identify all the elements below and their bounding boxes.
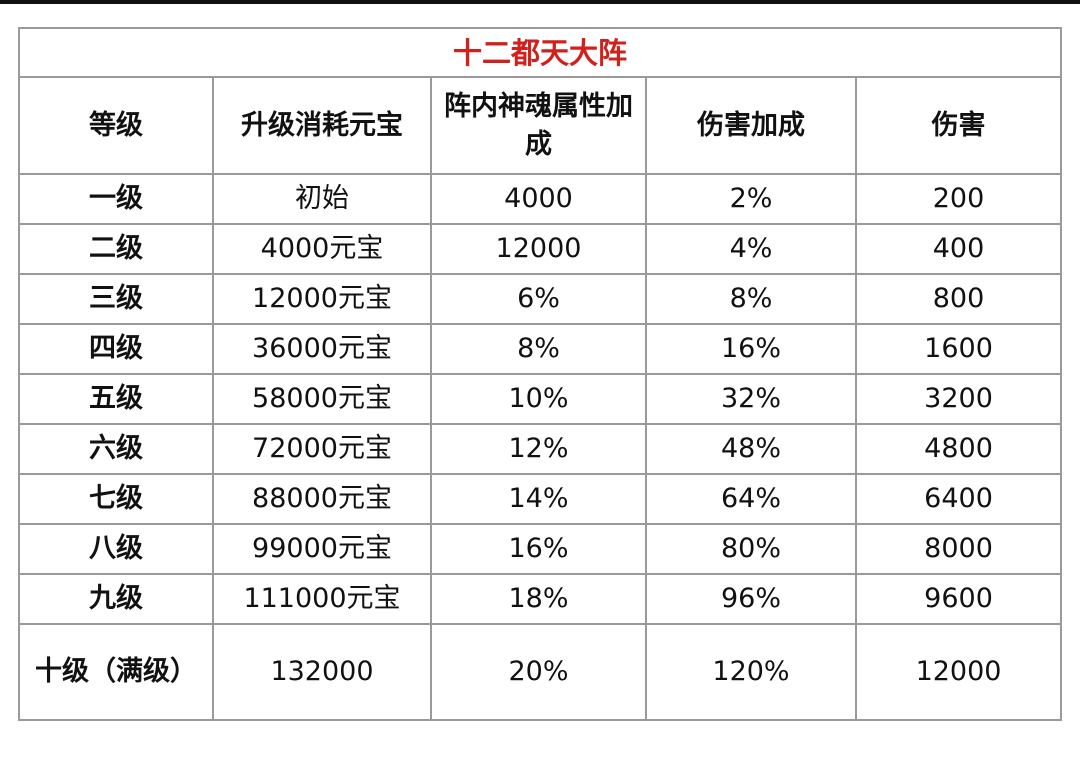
data-cell: 120% xyxy=(645,623,857,721)
data-cell: 48% xyxy=(645,423,857,475)
data-cell: 32% xyxy=(645,373,857,425)
data-cell: 96% xyxy=(645,573,857,625)
data-cell: 80% xyxy=(645,523,857,575)
data-cell: 4000 xyxy=(430,173,647,225)
data-cell: 4000元宝 xyxy=(212,223,432,275)
data-cell: 10% xyxy=(430,373,647,425)
level-cell: 四级 xyxy=(18,323,214,375)
data-cell: 8000 xyxy=(854,523,1063,575)
level-cell: 三级 xyxy=(18,273,214,325)
level-cell: 九级 xyxy=(18,573,214,625)
data-cell: 132000 xyxy=(212,623,432,721)
data-cell: 400 xyxy=(854,223,1063,275)
data-row: 三级 12000元宝 6% 8% 800 xyxy=(18,273,1063,325)
data-cell: 8% xyxy=(645,273,857,325)
data-cell: 3200 xyxy=(854,373,1063,425)
data-cell: 2% xyxy=(645,173,857,225)
data-cell: 14% xyxy=(430,473,647,525)
data-cell: 18% xyxy=(430,573,647,625)
level-cell: 七级 xyxy=(18,473,214,525)
level-cell: 十级（满级） xyxy=(18,623,214,721)
level-cell: 一级 xyxy=(18,173,214,225)
header-cell: 等级 xyxy=(18,76,214,175)
data-cell: 99000元宝 xyxy=(212,523,432,575)
top-bar xyxy=(0,0,1080,4)
title-row: 十二都天大阵 xyxy=(17,27,1063,78)
header-row: 等级 升级消耗元宝 阵内神魂属性加成 伤害加成 伤害 xyxy=(18,76,1063,175)
data-cell: 72000元宝 xyxy=(212,423,432,475)
data-cell: 36000元宝 xyxy=(212,323,432,375)
data-cell: 16% xyxy=(645,323,857,375)
data-row: 七级 88000元宝 14% 64% 6400 xyxy=(18,473,1063,525)
level-cell: 八级 xyxy=(18,523,214,575)
header-cell: 伤害 xyxy=(854,76,1063,175)
data-cell: 12000元宝 xyxy=(212,273,432,325)
data-cell: 8% xyxy=(430,323,647,375)
data-cell: 88000元宝 xyxy=(212,473,432,525)
data-row: 六级 72000元宝 12% 48% 4800 xyxy=(18,423,1063,475)
data-cell: 111000元宝 xyxy=(212,573,432,625)
data-cell: 6% xyxy=(430,273,647,325)
data-cell: 1600 xyxy=(854,323,1063,375)
header-cell: 伤害加成 xyxy=(645,76,857,175)
data-row: 二级 4000元宝 12000 4% 400 xyxy=(18,223,1063,275)
data-cell: 6400 xyxy=(854,473,1063,525)
header-cell: 阵内神魂属性加成 xyxy=(430,76,647,175)
data-cell: 初始 xyxy=(212,173,432,225)
data-cell: 58000元宝 xyxy=(212,373,432,425)
data-cell: 12000 xyxy=(430,223,647,275)
data-row: 十级（满级） 132000 20% 120% 12000 xyxy=(18,623,1063,721)
data-row: 一级 初始 4000 2% 200 xyxy=(18,173,1063,225)
data-row: 九级 111000元宝 18% 96% 9600 xyxy=(18,573,1063,625)
upgrade-table: 十二都天大阵 等级 升级消耗元宝 阵内神魂属性加成 伤害加成 伤害 一级 初始 4000 2% 20… xyxy=(17,27,1063,721)
data-cell: 4800 xyxy=(854,423,1063,475)
data-row: 五级 58000元宝 10% 32% 3200 xyxy=(18,373,1063,425)
data-row: 八级 99000元宝 16% 80% 8000 xyxy=(18,523,1063,575)
data-cell: 9600 xyxy=(854,573,1063,625)
data-cell: 12% xyxy=(430,423,647,475)
data-cell: 200 xyxy=(854,173,1063,225)
data-cell: 12000 xyxy=(854,623,1063,721)
data-cell: 800 xyxy=(854,273,1063,325)
level-cell: 六级 xyxy=(18,423,214,475)
data-cell: 20% xyxy=(430,623,647,721)
data-cell: 64% xyxy=(645,473,857,525)
level-cell: 二级 xyxy=(18,223,214,275)
data-cell: 16% xyxy=(430,523,647,575)
level-cell: 五级 xyxy=(18,373,214,425)
data-row: 四级 36000元宝 8% 16% 1600 xyxy=(18,323,1063,375)
table-title: 十二都天大阵 xyxy=(17,27,1063,78)
header-cell: 升级消耗元宝 xyxy=(212,76,432,175)
data-cell: 4% xyxy=(645,223,857,275)
